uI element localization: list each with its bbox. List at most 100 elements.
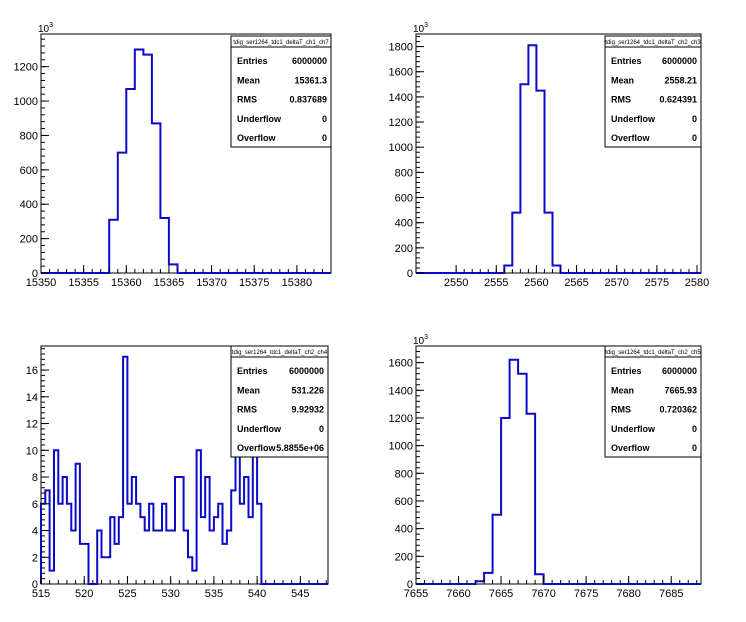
x-tick-label: 2575 — [645, 277, 669, 289]
x-tick-label: 7675 — [574, 588, 598, 600]
x-tick-label: 15355 — [68, 277, 99, 289]
x-tick-label: 15350 — [26, 277, 57, 289]
stats-value: 531.226 — [291, 385, 324, 395]
y-tick-label: 1400 — [389, 385, 413, 397]
stats-key: Mean — [237, 385, 260, 395]
exponent-base: 10 — [413, 24, 425, 35]
x-tick-label: 525 — [118, 588, 136, 600]
x-tick-label: 15365 — [154, 277, 185, 289]
stats-key: Overflow — [237, 443, 277, 453]
stats-box — [604, 35, 702, 148]
x-tick-label: 7665 — [489, 588, 513, 600]
stats-value: 0 — [692, 133, 697, 143]
y-tick-label: 10 — [26, 445, 38, 457]
stats-key: Overflow — [237, 133, 277, 143]
y-tick-label: 0 — [407, 579, 413, 591]
y-tick-label: 600 — [395, 496, 413, 508]
x-tick-label: 540 — [248, 588, 266, 600]
stats-value: 6000000 — [289, 366, 324, 376]
x-tick-label: 15380 — [282, 277, 313, 289]
x-tick-label: 7680 — [616, 588, 640, 600]
stats-key: Mean — [611, 75, 634, 85]
stats-key: RMS — [611, 95, 631, 105]
x-tick-label: 2580 — [685, 277, 709, 289]
y-tick-label: 1000 — [389, 142, 413, 154]
y-tick-label: 400 — [395, 218, 413, 230]
x-tick-label: 7670 — [531, 588, 555, 600]
y-tick-label: 1000 — [14, 96, 38, 108]
exponent-power: 3 — [49, 22, 53, 29]
stats-key: Underflow — [237, 424, 282, 434]
x-tick-label: 2550 — [444, 277, 468, 289]
y-tick-label: 800 — [395, 167, 413, 179]
stats-value: 0.720362 — [659, 405, 697, 415]
exponent-base: 10 — [413, 336, 425, 347]
stats-key: RMS — [611, 405, 631, 415]
stats-value: 2558.21 — [664, 75, 697, 85]
x-tick-label: 7655 — [404, 588, 428, 600]
y-axis-exponent: 103 — [38, 22, 53, 35]
x-tick-label: 7660 — [446, 588, 470, 600]
y-tick-label: 0 — [407, 268, 413, 280]
y-tick-label: 16 — [26, 365, 38, 377]
y-tick-label: 2 — [32, 552, 38, 564]
histogram-panel-4: 7655 7660 7665 7670 7675 7680 7685 0 200 400 600 80… — [389, 334, 702, 600]
stats-value: 0 — [692, 424, 697, 434]
stats-value: 0 — [322, 114, 327, 124]
stats-box — [230, 345, 329, 458]
y-tick-label: 200 — [20, 234, 38, 246]
histogram-panel-3: 515 520 525 530 535 540 545 0 2 4 6 8 10 12 14 16 tdig_s… — [26, 345, 329, 600]
y-tick-label: 1400 — [389, 92, 413, 104]
x-tick-label: 545 — [291, 588, 309, 600]
stats-key: RMS — [237, 405, 257, 415]
stats-key: Overflow — [611, 443, 651, 453]
stats-key: Underflow — [611, 424, 656, 434]
y-tick-label: 1000 — [389, 441, 413, 453]
y-tick-label: 400 — [20, 199, 38, 211]
y-tick-label: 1200 — [389, 117, 413, 129]
y-tick-label: 6 — [32, 499, 38, 511]
x-tick-label: 515 — [32, 588, 50, 600]
stats-value: 5.8855e+06 — [276, 443, 324, 453]
stats-key: Entries — [237, 56, 268, 66]
histogram-line — [41, 48, 331, 274]
x-tick-label: 535 — [205, 588, 223, 600]
y-tick-label: 12 — [26, 419, 38, 431]
stats-value: 15361.3 — [294, 75, 327, 85]
y-tick-label: 800 — [20, 130, 38, 142]
y-tick-label: 1600 — [389, 67, 413, 79]
stats-value: 0 — [692, 443, 697, 453]
stats-value: 7665.93 — [664, 385, 697, 395]
y-tick-label: 200 — [395, 551, 413, 563]
y-tick-label: 1200 — [389, 413, 413, 425]
y-tick-label: 1800 — [389, 42, 413, 54]
stats-value: 6000000 — [662, 56, 697, 66]
exponent-base: 10 — [38, 24, 50, 35]
stats-title: tdig_ser1264_tdc1_deltaT_ch2_ch4 — [232, 350, 328, 356]
stats-box — [230, 35, 332, 148]
stats-key: Entries — [611, 56, 642, 66]
histogram-panel-2: 2550 2555 2560 2565 2570 2575 2580 0 200 400 600 80… — [389, 22, 710, 289]
stats-value: 0 — [322, 133, 327, 143]
stats-box — [604, 345, 702, 458]
stats-key: Overflow — [611, 133, 651, 143]
x-tick-label: 7685 — [659, 588, 683, 600]
x-tick-label: 15370 — [196, 277, 227, 289]
y-tick-label: 1200 — [14, 62, 38, 74]
y-tick-label: 0 — [32, 579, 38, 591]
y-tick-label: 1600 — [389, 358, 413, 370]
x-tick-label: 15375 — [239, 277, 270, 289]
y-tick-label: 14 — [26, 392, 38, 404]
y-axis-exponent: 103 — [413, 22, 428, 35]
x-tick-label: 2555 — [484, 277, 508, 289]
y-tick-label: 800 — [395, 468, 413, 480]
stats-value: 0 — [319, 424, 324, 434]
stats-key: RMS — [237, 95, 257, 105]
exponent-power: 3 — [424, 334, 428, 341]
stats-title: tdig_ser1264_tdc1_deltaT_ch2_ch3 — [605, 40, 701, 46]
stats-value: 0 — [692, 114, 697, 124]
y-tick-label: 4 — [32, 526, 38, 538]
stats-key: Underflow — [237, 114, 282, 124]
histogram-panel-1: 15350 15355 15360 15365 15370 15375 15380 0 200 4… — [14, 22, 332, 289]
y-tick-label: 600 — [20, 165, 38, 177]
